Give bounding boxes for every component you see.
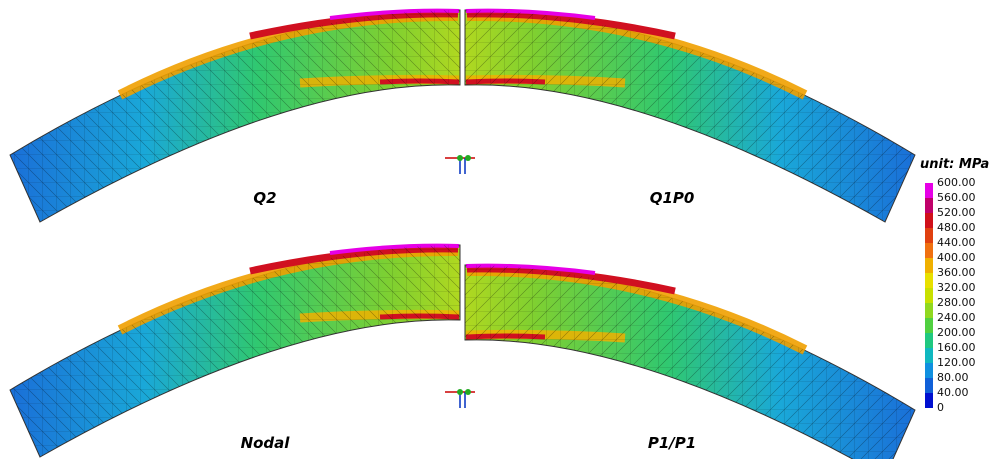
colorbar-segment [925,213,933,228]
colorbar-segment [925,198,933,213]
colorbar-segment [925,183,933,198]
colorbar-segment [925,318,933,333]
panel-label: P1/P1 [648,434,696,452]
colorbar-segment [925,228,933,243]
colorbar-label: 0 [937,401,944,414]
colorbar-label: 480.00 [937,221,976,234]
colorbar-label: 120.00 [937,356,976,369]
colorbar-label: 240.00 [937,311,976,324]
colorbar-label: 40.00 [937,386,969,399]
colorbar-unit: unit: MPa [920,157,989,172]
colorbar-segment [925,273,933,288]
colorbar-label: 600.00 [937,176,976,189]
colorbar-segment [925,363,933,378]
colorbar-segment [925,258,933,273]
colorbar-segment [925,393,933,408]
colorbar-label: 200.00 [937,326,976,339]
colorbar-segment [925,378,933,393]
colorbar-label: 560.00 [937,191,976,204]
axis-triad [444,154,476,175]
colorbar-segment [925,348,933,363]
colorbar-segment [925,243,933,258]
beam-nodal [10,245,460,457]
colorbar-label: 280.00 [937,296,976,309]
colorbar-segment [925,288,933,303]
colorbar-label: 320.00 [937,281,976,294]
colorbar-segment [925,303,933,318]
colorbar-label: 400.00 [937,251,976,264]
colorbar-label: 360.00 [937,266,976,279]
colorbar-segment [925,333,933,348]
beam-q2 [10,10,460,222]
colorbar: 600.00 560.00 520.00 480.00 440.00 400.00 360.… [925,176,976,414]
colorbar-label: 160.00 [937,341,976,354]
colorbar-label: 520.00 [937,206,976,219]
colorbar-label: 440.00 [937,236,976,249]
colorbar-label: 80.00 [937,371,969,384]
panel-label: Nodal [241,434,291,452]
panel-label: Q1P0 [650,189,695,207]
beam-p1p1 [465,265,915,459]
panel-label: Q2 [253,189,276,207]
axis-triad [444,388,476,409]
